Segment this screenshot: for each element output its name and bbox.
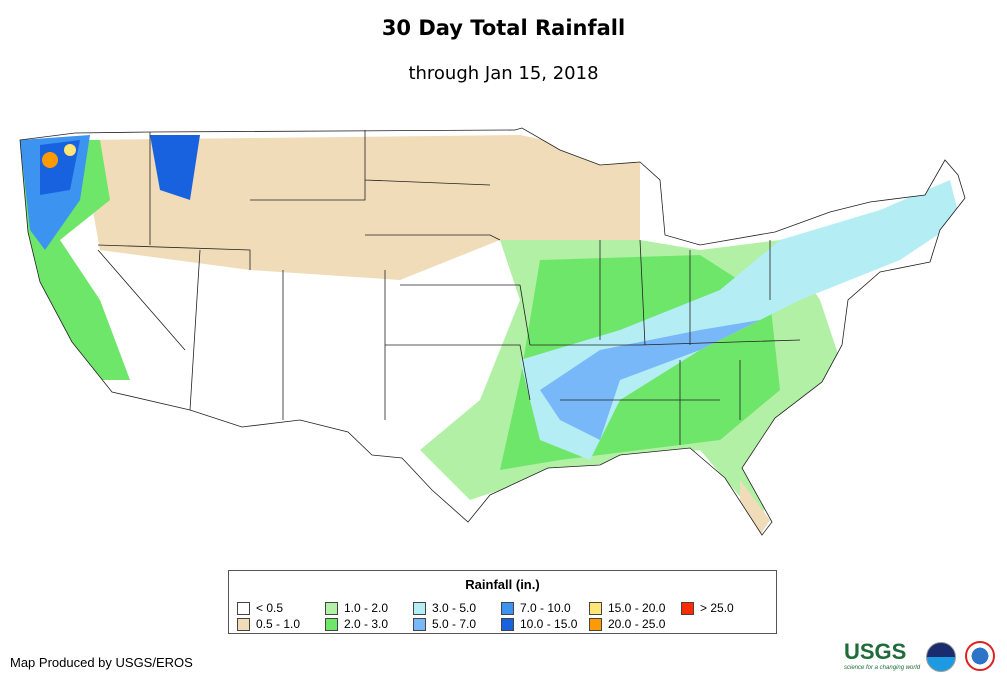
tan-region [80,135,640,280]
light-blue-region [520,180,960,460]
rockies-blue [150,135,200,200]
legend-item: 15.0 - 20.0 [589,600,681,616]
nws-logo [965,641,995,671]
legend-swatch [325,601,338,615]
legend-swatch [589,617,602,631]
legend-label: 20.0 - 25.0 [608,617,666,631]
legend-swatch [681,601,694,615]
legend-label: 1.0 - 2.0 [344,601,389,615]
legend-label: 5.0 - 7.0 [432,617,477,631]
legend-swatch [413,601,426,615]
legend-items: < 0.5 0.5 - 1.0 1.0 - 2.0 2.0 - 3.0 3.0 - 5.… [237,600,759,632]
legend-label: < 0.5 [256,601,284,615]
legend-item: 7.0 - 10.0 [501,600,589,616]
map-subtitle: through Jan 15, 2018 [408,63,599,84]
usgs-logo: USGS science for a changing world [844,640,922,672]
legend-swatch [501,617,514,631]
legend-item: < 0.5 [237,600,325,616]
legend-swatch [237,601,250,615]
blue-band [540,320,760,440]
heavy-rain-spot [64,144,76,156]
legend-swatch [589,601,602,615]
legend-item: 3.0 - 5.0 [413,600,501,616]
legend-item: 20.0 - 25.0 [589,616,681,632]
state-borders [19,127,966,536]
legend-item: > 25.0 [681,600,759,616]
legend-label: 10.0 - 15.0 [520,617,578,631]
legend-item: 10.0 - 15.0 [501,616,589,632]
legend-label: 3.0 - 5.0 [432,601,477,615]
legend-label: 15.0 - 20.0 [608,601,666,615]
usgs-tagline: science for a changing world [844,665,921,671]
usgs-logo-text: USGS [844,639,907,664]
legend-label: 7.0 - 10.0 [520,601,571,615]
legend-label: 2.0 - 3.0 [344,617,389,631]
legend-swatch [501,601,514,615]
legend-swatch [413,617,426,631]
legend: Rainfall (in.) < 0.5 0.5 - 1.0 1.0 - 2.0 2.… [228,570,777,634]
legend-item: 2.0 - 3.0 [325,616,413,632]
map-title: 30 Day Total Rainfall [381,16,626,40]
legend-item: 1.0 - 2.0 [325,600,413,616]
florida-tan [740,480,770,535]
legend-label: 0.5 - 1.0 [256,617,301,631]
map-credit: Map Produced by USGS/EROS [10,655,193,670]
legend-label: > 25.0 [700,601,734,615]
legend-swatch [237,617,250,631]
noaa-logo [926,642,956,672]
legend-item: 5.0 - 7.0 [413,616,501,632]
us-rainfall-map [19,127,966,536]
heavy-rain-spot [42,152,58,168]
legend-title: Rainfall (in.) [465,577,540,592]
legend-swatch [325,617,338,631]
legend-item: 0.5 - 1.0 [237,616,325,632]
